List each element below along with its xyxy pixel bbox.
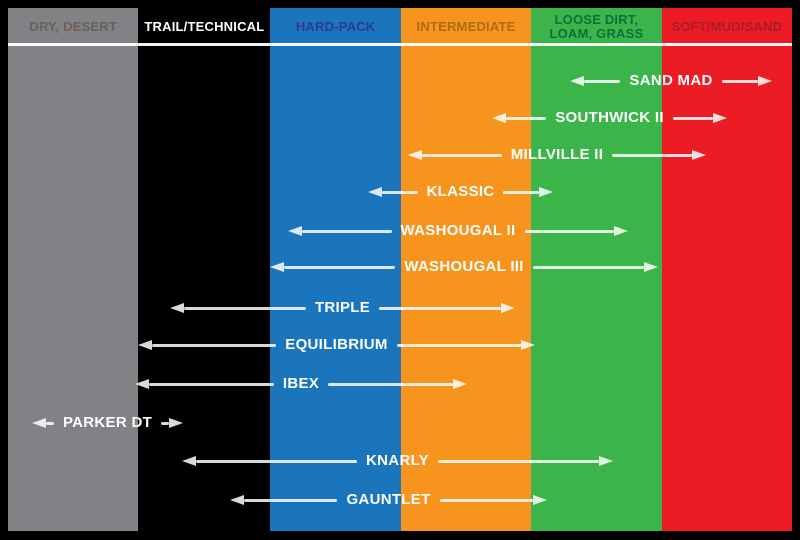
tire-range-washougal-ii: WASHOUGAL II: [288, 220, 628, 242]
terrain-column-trail-technical: TRAIL/TECHNICAL: [138, 8, 271, 531]
terrain-column-hard-pack: HARD-PACK: [270, 8, 401, 531]
left-arrowhead-icon: [270, 262, 284, 272]
tire-label-washougal-ii: WASHOUGAL II: [400, 222, 516, 239]
tire-range-triple: TRIPLE: [170, 297, 516, 319]
tire-label-ibex: IBEX: [282, 375, 320, 392]
chart-content: DRY, DESERT TRAIL/TECHNICAL HARD-PACK INTER…: [8, 8, 793, 531]
arrow-shaft: [524, 229, 614, 233]
left-arrowhead-icon: [408, 150, 422, 160]
column-header-soft-mud-sand: SOFT/MUD/SAND: [671, 19, 783, 35]
tire-range-sand-mad: SAND MAD: [570, 70, 773, 92]
terrain-columns: DRY, DESERT TRAIL/TECHNICAL HARD-PACK INTER…: [8, 8, 793, 531]
arrow-shaft: [506, 116, 547, 120]
right-arrowhead-icon: [599, 456, 614, 466]
arrow-shaft: [612, 153, 693, 157]
column-header-loose-dirt-loam-grass: LOOSE DIRT, LOAM, GRASS: [549, 12, 644, 41]
right-arrowhead-icon: [539, 187, 553, 197]
right-arrowhead-icon: [614, 226, 628, 236]
terrain-column-dry-desert: DRY, DESERT: [8, 8, 139, 531]
tire-range-millville-ii: MILLVILLE II: [408, 144, 707, 166]
left-arrowhead-icon: [230, 495, 244, 505]
right-arrowhead-icon: [533, 495, 547, 505]
column-header-trail-technical: TRAIL/TECHNICAL: [144, 19, 265, 35]
arrow-shaft: [302, 229, 392, 233]
tire-label-klassic: KLASSIC: [426, 183, 495, 200]
tire-label-equilibrium: EQUILIBRIUM: [285, 336, 388, 353]
arrow-shaft: [382, 190, 418, 194]
arrow-shaft: [584, 79, 621, 83]
arrow-shaft: [672, 116, 713, 120]
tire-label-sand-mad: SAND MAD: [629, 72, 713, 89]
left-arrowhead-icon: [368, 187, 382, 197]
tire-range-washougal-iii: WASHOUGAL III: [270, 256, 658, 278]
tire-range-klassic: KLASSIC: [368, 181, 553, 203]
header-divider: [8, 43, 792, 46]
arrow-shaft: [439, 498, 533, 502]
terrain-column-loose-dirt-loam-grass: LOOSE DIRT, LOAM, GRASS: [531, 8, 662, 531]
tire-label-triple: TRIPLE: [314, 299, 371, 316]
tire-label-knarly: KNARLY: [366, 452, 429, 469]
right-arrowhead-icon: [692, 150, 707, 160]
tire-range-gauntlet: GAUNTLET: [230, 489, 547, 511]
tire-range-equilibrium: EQUILIBRIUM: [138, 334, 535, 356]
left-arrowhead-icon: [138, 340, 152, 350]
tire-range-knarly: KNARLY: [182, 450, 614, 472]
arrow-shaft: [721, 79, 759, 83]
column-header-hard-pack: HARD-PACK: [295, 19, 376, 35]
right-arrowhead-icon: [644, 262, 658, 272]
arrow-shaft: [379, 306, 502, 310]
tire-rows: SAND MAD SOUTHWICK II MILLVILLE II KLASSIC W…: [8, 8, 792, 531]
arrow-shaft: [422, 153, 502, 157]
right-arrowhead-icon: [453, 379, 467, 389]
left-arrowhead-icon: [170, 303, 184, 313]
terrain-column-soft-mud-sand: SOFT/MUD/SAND: [661, 8, 793, 531]
tire-label-gauntlet: GAUNTLET: [346, 491, 431, 508]
arrow-shaft: [437, 459, 600, 463]
tire-label-parker-dt: PARKER DT: [62, 414, 153, 431]
arrow-shaft: [244, 498, 338, 502]
column-header-intermediate: INTERMEDIATE: [416, 19, 516, 35]
right-arrowhead-icon: [501, 303, 516, 313]
tire-range-southwick-ii: SOUTHWICK II: [492, 107, 727, 129]
arrow-shaft: [149, 382, 274, 386]
terrain-column-intermediate: INTERMEDIATE: [400, 8, 532, 531]
left-arrowhead-icon: [288, 226, 302, 236]
left-arrowhead-icon: [570, 76, 584, 86]
right-arrowhead-icon: [169, 418, 183, 428]
arrow-shaft: [284, 265, 396, 269]
arrow-shaft: [46, 421, 54, 425]
column-header-dry-desert: DRY, DESERT: [29, 19, 118, 35]
left-arrowhead-icon: [182, 456, 196, 466]
arrow-shaft: [196, 459, 358, 463]
tire-label-millville-ii: MILLVILLE II: [510, 146, 604, 163]
right-arrowhead-icon: [713, 113, 727, 123]
left-arrowhead-icon: [135, 379, 149, 389]
arrow-shaft: [532, 265, 644, 269]
right-arrowhead-icon: [758, 76, 773, 86]
right-arrowhead-icon: [521, 340, 535, 350]
arrow-shaft: [396, 343, 521, 347]
arrow-shaft: [184, 306, 306, 310]
left-arrowhead-icon: [32, 418, 46, 428]
tire-label-southwick-ii: SOUTHWICK II: [555, 109, 664, 126]
tire-label-washougal-iii: WASHOUGAL III: [404, 258, 524, 275]
left-arrowhead-icon: [492, 113, 506, 123]
arrow-shaft: [328, 382, 453, 386]
arrow-shaft: [152, 343, 277, 347]
arrow-shaft: [161, 421, 169, 425]
arrow-shaft: [503, 190, 539, 194]
tire-range-ibex: IBEX: [135, 373, 467, 395]
tire-range-parker-dt: PARKER DT: [32, 412, 183, 434]
